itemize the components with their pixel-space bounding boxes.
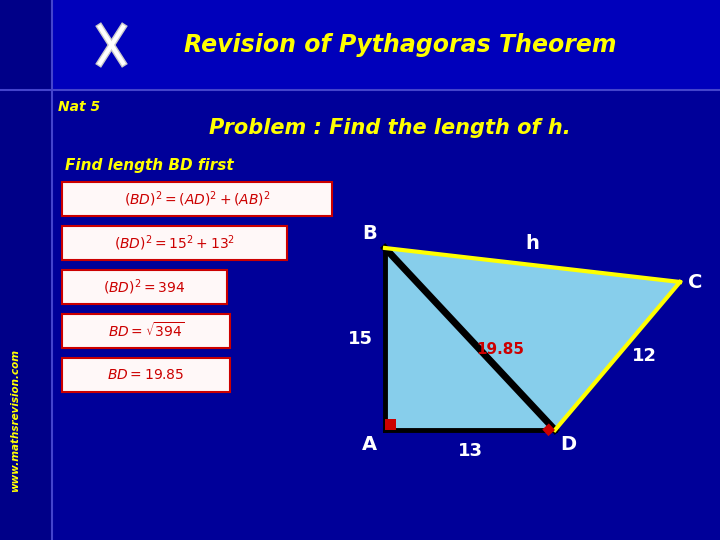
Text: C: C xyxy=(688,273,703,292)
Text: $BD=\sqrt{394}$: $BD=\sqrt{394}$ xyxy=(107,321,184,340)
Text: D: D xyxy=(560,435,576,454)
Polygon shape xyxy=(385,248,680,430)
Text: 15: 15 xyxy=(348,330,373,348)
Text: Nat 5: Nat 5 xyxy=(58,100,100,114)
Polygon shape xyxy=(542,423,555,436)
Text: $(BD)^{2}=(AD)^{2}+(AB)^{2}$: $(BD)^{2}=(AD)^{2}+(AB)^{2}$ xyxy=(124,189,271,209)
Text: h: h xyxy=(526,234,539,253)
Polygon shape xyxy=(385,419,396,430)
Text: Problem : Find the length of h.: Problem : Find the length of h. xyxy=(210,118,571,138)
Text: 13: 13 xyxy=(457,442,482,460)
Text: 19.85: 19.85 xyxy=(476,341,524,356)
Polygon shape xyxy=(0,0,52,540)
Polygon shape xyxy=(62,314,230,348)
Text: $(BD)^{2}=394$: $(BD)^{2}=394$ xyxy=(103,277,186,297)
Polygon shape xyxy=(0,0,720,90)
Polygon shape xyxy=(62,182,332,216)
Text: B: B xyxy=(362,224,377,243)
Text: $BD=19.85$: $BD=19.85$ xyxy=(107,368,184,382)
Text: Revision of Pythagoras Theorem: Revision of Pythagoras Theorem xyxy=(184,33,616,57)
Text: A: A xyxy=(362,435,377,454)
Polygon shape xyxy=(62,270,227,304)
Text: $(BD)^{2}=15^{2}+13^{2}$: $(BD)^{2}=15^{2}+13^{2}$ xyxy=(114,233,235,253)
Polygon shape xyxy=(62,358,230,392)
Text: Find length BD first: Find length BD first xyxy=(65,158,233,173)
Text: 12: 12 xyxy=(631,347,657,365)
Text: www.mathsrevision.com: www.mathsrevision.com xyxy=(10,348,20,491)
Polygon shape xyxy=(62,226,287,260)
